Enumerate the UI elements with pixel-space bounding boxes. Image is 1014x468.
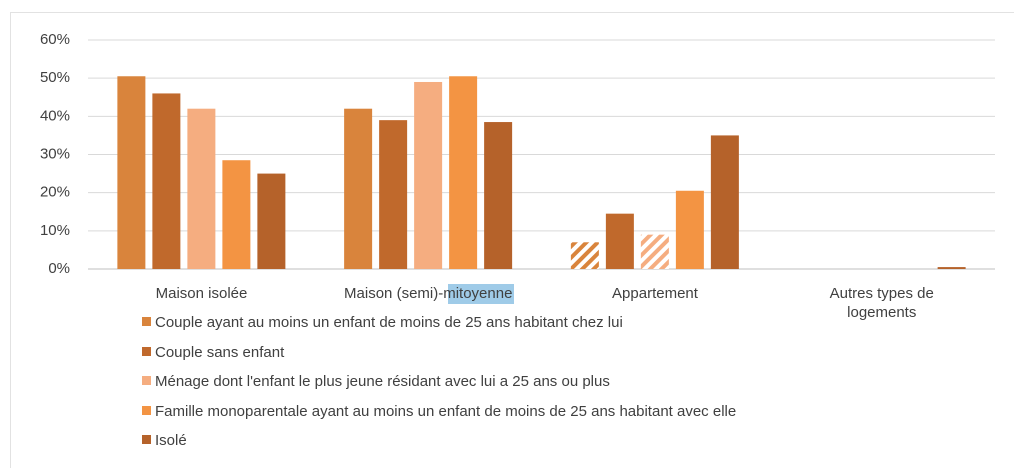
legend-swatch <box>142 346 151 356</box>
x-tick-label: Autres types de logements <box>829 285 934 321</box>
legend-entry: Isolé <box>142 432 187 450</box>
y-tick-label: 40% <box>40 107 70 124</box>
bar <box>937 267 966 269</box>
legend-entry: Couple sans enfant <box>142 344 284 362</box>
bar <box>152 93 181 269</box>
bar <box>117 76 146 269</box>
bar <box>187 108 216 269</box>
legend-swatch <box>142 405 151 415</box>
legend-label: Ménage dont l'enfant le plus jeune résid… <box>155 373 610 390</box>
legend-entry: Famille monoparentale ayant au moins un … <box>142 403 736 421</box>
bar <box>675 190 704 269</box>
legend-swatch <box>142 317 151 326</box>
bar <box>222 160 251 269</box>
x-tick-label: Maison (semi)-mitoyenne <box>344 285 513 302</box>
legend-swatch <box>142 376 151 385</box>
bar <box>710 135 739 269</box>
y-tick-label: 60% <box>40 31 70 48</box>
legend-entry: Ménage dont l'enfant le plus jeune résid… <box>142 373 610 391</box>
bar <box>257 173 286 269</box>
bar <box>344 108 373 269</box>
bar <box>640 234 669 269</box>
frame <box>10 12 1014 468</box>
legend-entry: Couple ayant au moins un enfant de moins… <box>142 314 623 332</box>
x-tick-label: Maison isolée <box>155 285 248 302</box>
bar <box>570 242 599 269</box>
legend-label: Famille monoparentale ayant au moins un … <box>155 402 737 420</box>
y-tick-label: 50% <box>40 69 70 86</box>
bar <box>484 122 513 269</box>
bar <box>605 213 634 269</box>
legend-swatch <box>142 435 151 444</box>
y-tick-label: 20% <box>40 184 70 201</box>
legend-label: Couple sans enfant <box>155 343 285 361</box>
legend-label: Isolé <box>155 432 187 449</box>
bar <box>449 76 478 269</box>
y-tick-label: 10% <box>40 222 70 239</box>
legend-label: Couple ayant au moins un enfant de moins… <box>155 314 623 331</box>
bar <box>379 120 408 270</box>
bar <box>414 81 443 269</box>
y-tick-label: 30% <box>40 145 70 162</box>
text-selection <box>448 284 514 304</box>
x-tick-label: Appartement <box>612 285 698 302</box>
y-tick-label: 0% <box>48 260 70 277</box>
